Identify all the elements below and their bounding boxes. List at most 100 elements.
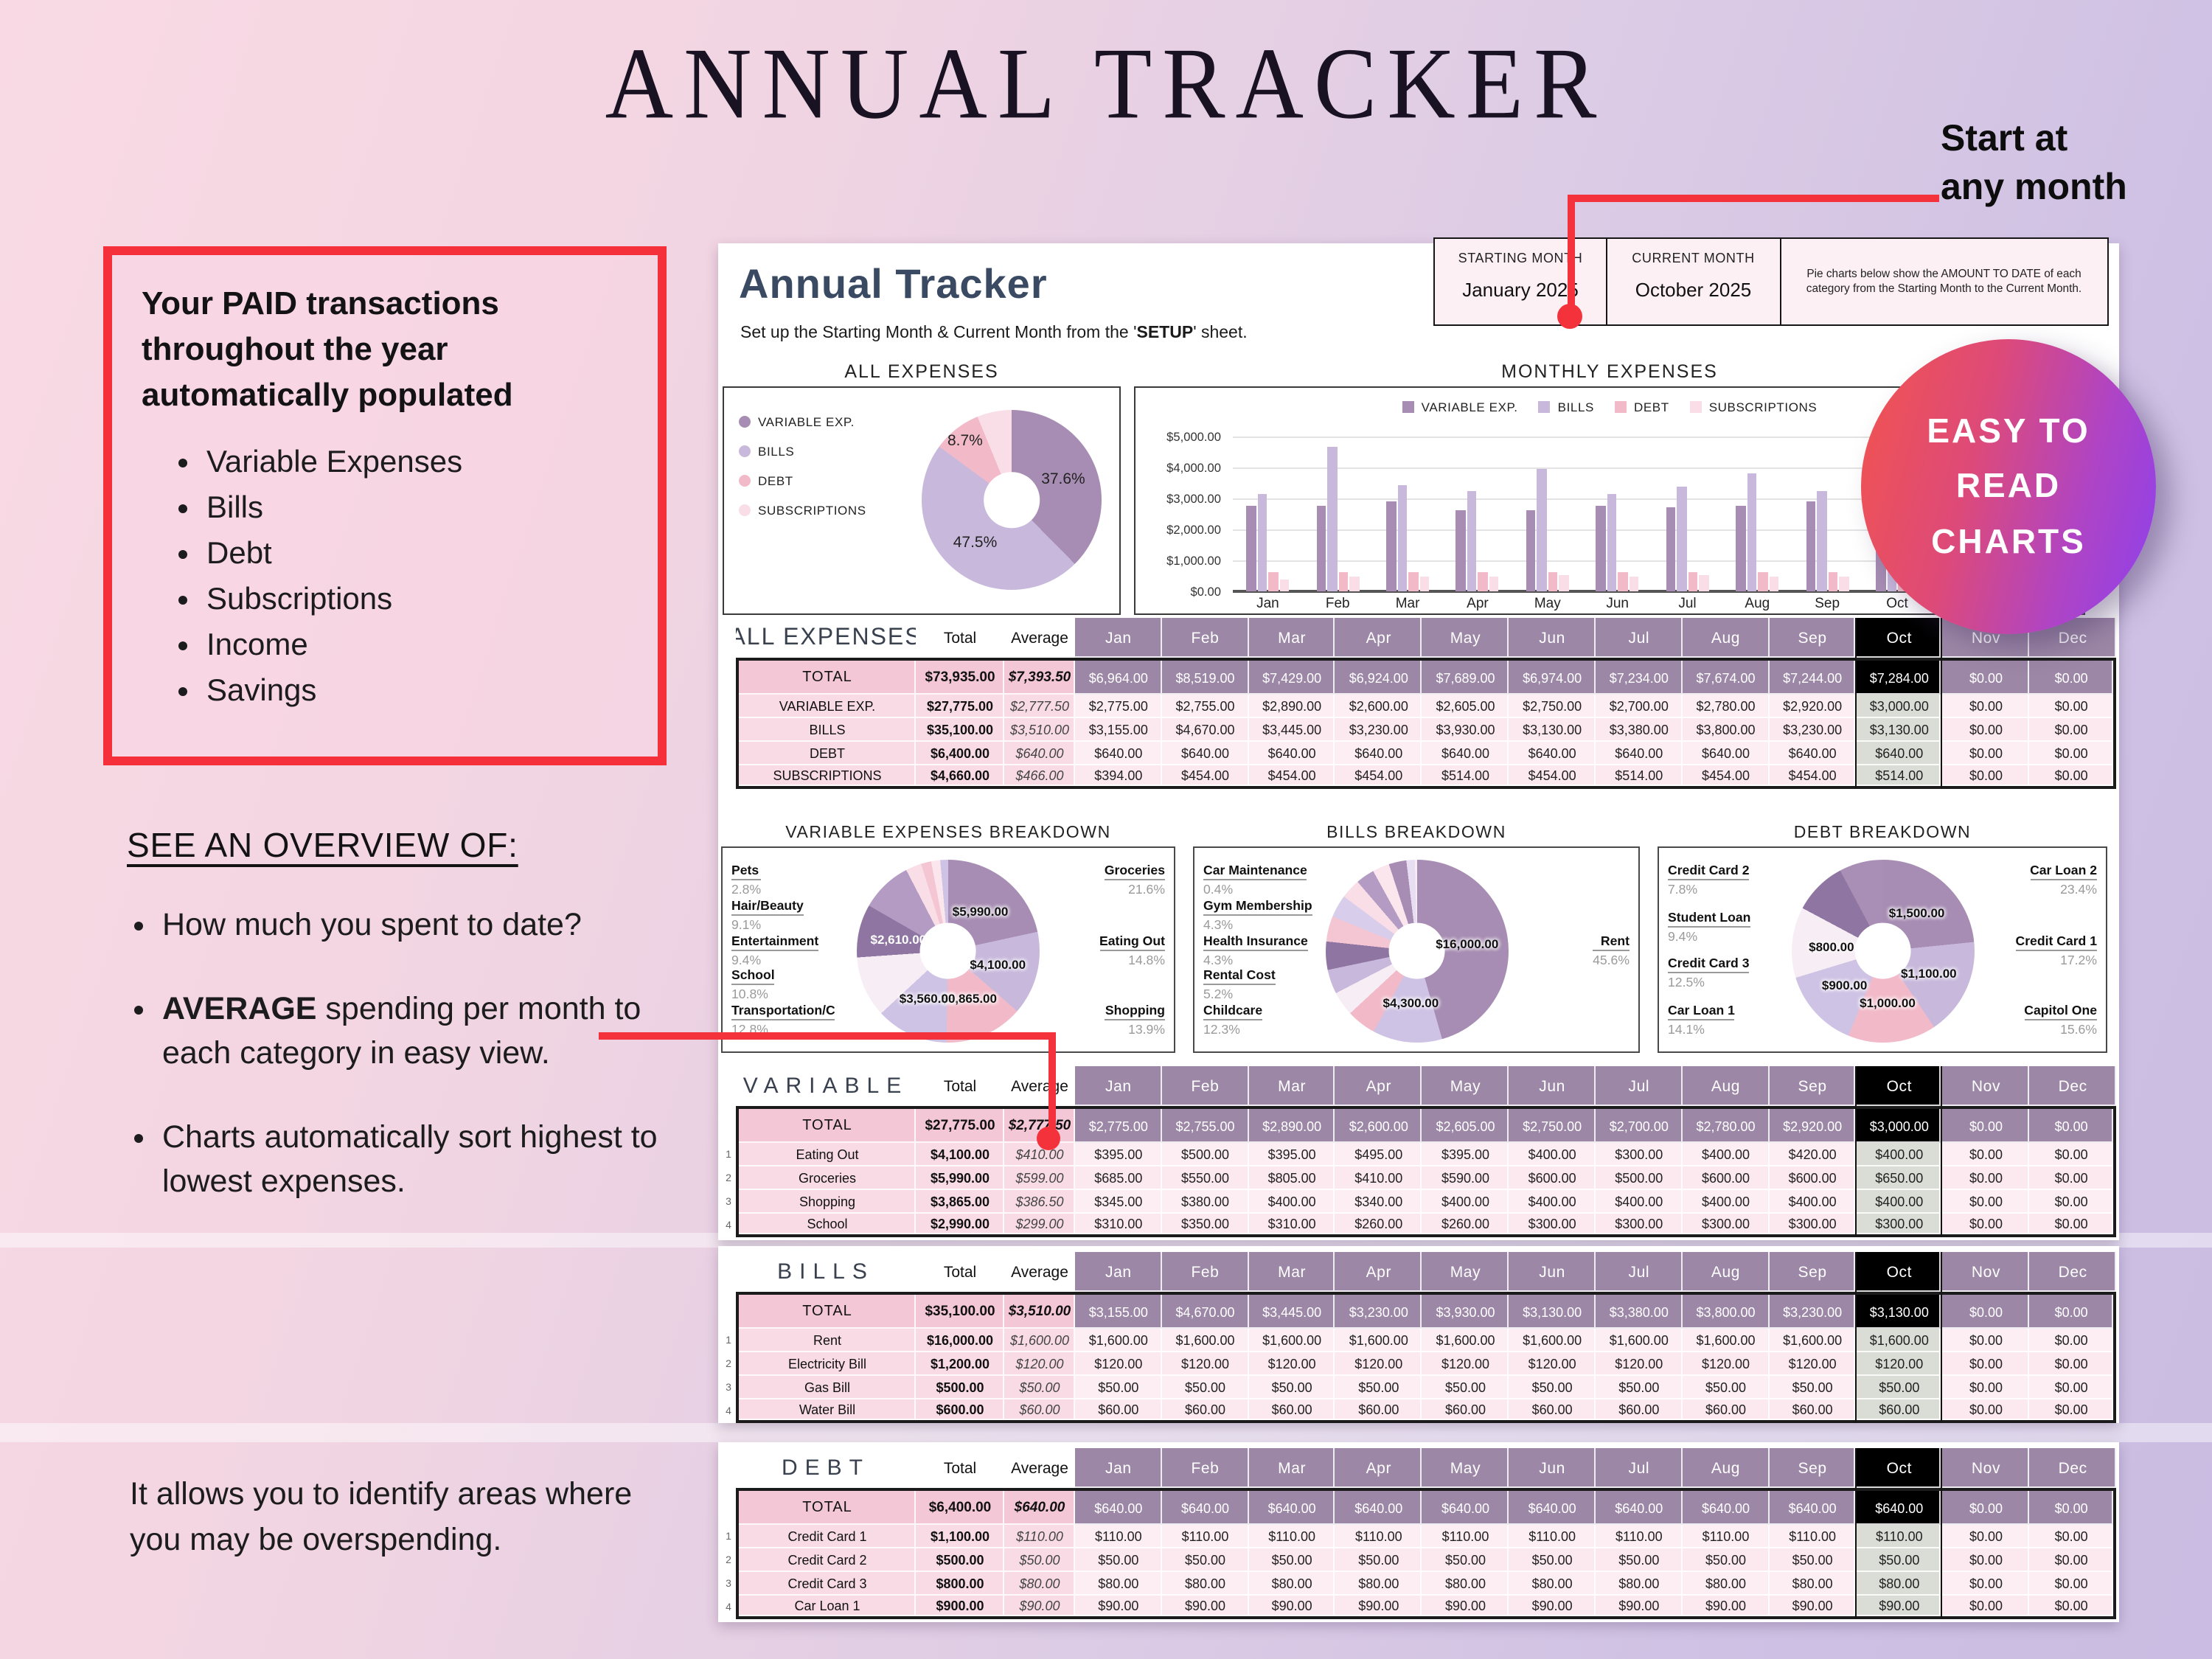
table-cell: $4,670.00	[1161, 718, 1249, 742]
table-cell: $50.00	[1161, 1376, 1249, 1399]
row-number: 2	[721, 1352, 736, 1376]
month-header: Oct	[1855, 1448, 1943, 1488]
table-cell: $3,230.00	[1335, 1292, 1422, 1329]
table-cell: $0.00	[2029, 1596, 2116, 1619]
callout-percent: 7.8%	[1668, 882, 1698, 897]
table-cell: $2,605.00	[1422, 695, 1509, 718]
table-cell: $599.00	[1004, 1166, 1075, 1190]
bar	[1666, 507, 1676, 591]
table-cell: $7,284.00	[1855, 658, 1943, 695]
table-cell: $640.00	[1004, 1488, 1075, 1525]
callout-percent: 45.6%	[1593, 952, 1630, 967]
slice-label: 37.6%	[1041, 470, 1085, 488]
table-cell: $0.00	[2029, 1292, 2116, 1329]
callout-name: Credit Card 1	[2015, 933, 2097, 950]
row-number	[721, 1292, 736, 1329]
table-cell: $0.00	[1942, 1166, 2030, 1190]
table-cell: $60.00	[1769, 1399, 1856, 1423]
callout-bullet-list: Variable Expenses Bills Debt Subscriptio…	[142, 442, 628, 714]
callout-name: Eating Out	[1099, 933, 1165, 950]
callout-percent: 14.1%	[1668, 1021, 1705, 1037]
table-cell: $3,130.00	[1855, 718, 1943, 742]
current-month-box: CURRENT MONTH October 2025	[1605, 237, 1781, 326]
table-cell: Eating Out	[736, 1143, 916, 1166]
variable-breakdown-title: VARIABLE EXPENSES BREAKDOWN	[785, 824, 1111, 842]
starting-month-value: January 2025	[1462, 279, 1579, 301]
legend-item: BILLS	[739, 444, 866, 459]
table-cell: $454.00	[1509, 765, 1596, 789]
month-header: Jun	[1509, 1066, 1596, 1106]
sheet-subtitle: Set up the Starting Month & Current Mont…	[740, 324, 1248, 342]
table-row: TOTAL $6,400.00 $640.00 $640.00 $640.00 $640.…	[721, 1488, 2116, 1525]
month-header: Sep	[1769, 618, 1856, 658]
gridline	[1233, 498, 2072, 500]
row-number: 4	[721, 1214, 736, 1237]
table-cell: $90.00	[1075, 1596, 1162, 1619]
table-cell: $640.00	[1595, 1488, 1683, 1525]
table-cell: $2,890.00	[1248, 695, 1335, 718]
month-header: Jan	[1075, 1066, 1162, 1106]
table-cell: $640.00	[1248, 1488, 1335, 1525]
callout-percent: 0.4%	[1203, 882, 1234, 897]
table-row: 1 Credit Card 1 $1,100.00 $110.00 $110.00 $11…	[721, 1525, 2116, 1548]
table-cell: $640.00	[1335, 1488, 1422, 1525]
callout-percent: 14.8%	[1128, 952, 1165, 967]
average-connector-dot	[1037, 1127, 1060, 1150]
table-cell: $400.00	[1509, 1190, 1596, 1214]
closing-paragraph: It allows you to identify areas where yo…	[130, 1476, 633, 1558]
bar-group-Aug	[1722, 437, 1792, 591]
table-row: 2 Electricity Bill $1,200.00 $120.00 $120.00…	[721, 1352, 2116, 1376]
row-number	[721, 742, 736, 765]
table-cell: DEBT	[736, 742, 916, 765]
table-cell: $400.00	[1769, 1190, 1856, 1214]
table-cell: $50.00	[1769, 1548, 1856, 1572]
table-cell: $2,920.00	[1769, 695, 1856, 718]
slice-label: 47.5%	[953, 533, 998, 552]
table-cell: $500.00	[916, 1548, 1004, 1572]
table-cell: $110.00	[1422, 1525, 1509, 1548]
table-cell: $299.00	[1004, 1214, 1075, 1237]
badge-line: READ	[1955, 466, 2062, 505]
callout-name: Health Insurance	[1203, 933, 1308, 950]
legend-swatch	[739, 445, 751, 457]
table-header-row: ALL EXPENSES Total Average Jan Feb Mar Apr May J…	[721, 618, 2116, 658]
month-header: Sep	[1769, 1448, 1856, 1488]
pie-callout: Shopping 13.9%	[1105, 1003, 1165, 1037]
table-cell: $60.00	[1855, 1399, 1943, 1423]
table-cell: $120.00	[1004, 1352, 1075, 1376]
bar	[1526, 510, 1536, 591]
callout-name: Rent	[1593, 933, 1630, 950]
list-item: Debt	[206, 532, 628, 578]
callout-name: School	[731, 968, 775, 986]
table-cell: $640.00	[1509, 742, 1596, 765]
pie-callout: Credit Card 3 12.5%	[1668, 956, 1750, 990]
overview-heading: SEE AN OVERVIEW OF:	[127, 826, 518, 864]
table-cell: $400.00	[1855, 1143, 1943, 1166]
table-cell: $640.00	[1855, 1488, 1943, 1525]
table-cell: $50.00	[1595, 1376, 1683, 1399]
table-cell: $2,755.00	[1161, 1106, 1249, 1143]
pie-callout: Car Loan 2 23.4%	[2030, 863, 2097, 897]
bar	[1629, 577, 1639, 591]
bar	[1257, 493, 1267, 591]
table-cell: TOTAL	[736, 1488, 916, 1525]
table-cell: $0.00	[2029, 1190, 2116, 1214]
bills-breakdown-title: BILLS BREAKDOWN	[1326, 824, 1506, 842]
row-number: 4	[721, 1399, 736, 1423]
legend-item: SUBSCRIPTIONS	[739, 503, 866, 518]
column-header: Total	[916, 1252, 1004, 1292]
table-cell: $73,935.00	[916, 658, 1004, 695]
table-cell: $50.00	[1682, 1376, 1770, 1399]
table-cell: $80.00	[1248, 1572, 1335, 1596]
table-cell: $7,674.00	[1682, 658, 1770, 695]
table-row: DEBT $6,400.00 $640.00 $640.00 $640.00 $640.0…	[721, 742, 2116, 765]
average-connector-line	[1048, 1032, 1056, 1138]
table-cell: $300.00	[1595, 1214, 1683, 1237]
start-month-connector-line	[1568, 195, 1939, 202]
table-cell: $0.00	[2029, 1106, 2116, 1143]
row-number: 1	[721, 1143, 736, 1166]
table-cell: TOTAL	[736, 658, 916, 695]
callout-percent: 9.4%	[1668, 928, 1698, 944]
month-header: Aug	[1682, 1066, 1770, 1106]
table-row: TOTAL $27,775.00 $2,777.50 $2,775.00 $2,755.…	[721, 1106, 2116, 1143]
